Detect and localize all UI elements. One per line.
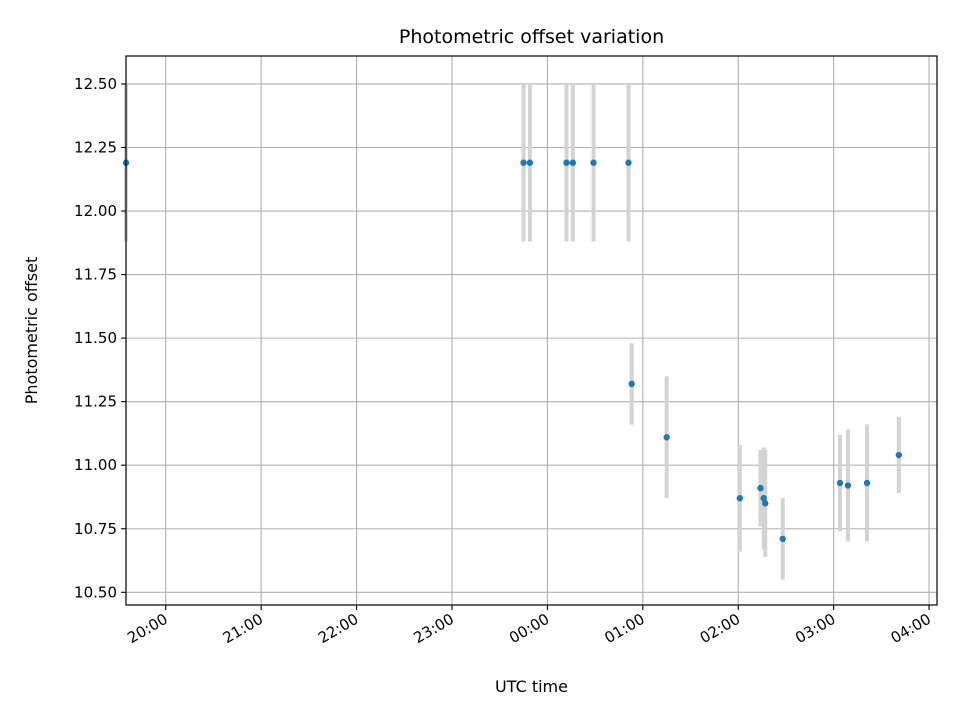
y-tick-label: 12.25 (74, 139, 117, 157)
point-layer (122, 159, 903, 543)
data-point (569, 159, 577, 166)
y-tick-label: 10.75 (74, 520, 117, 538)
y-tick-label: 11.50 (74, 329, 117, 347)
data-point (628, 380, 635, 388)
data-point (625, 159, 632, 166)
data-point (895, 451, 903, 459)
data-point (590, 159, 597, 166)
x-axis-label: UTC time (495, 677, 568, 696)
data-point (863, 479, 871, 487)
y-tick-label: 11.00 (74, 456, 117, 474)
data-point (760, 495, 767, 502)
data-point (779, 535, 786, 543)
data-point (836, 479, 844, 487)
data-point (736, 495, 744, 502)
data-point (563, 159, 570, 166)
y-tick-label: 11.75 (74, 266, 117, 284)
y-tick-label: 12.00 (74, 202, 117, 220)
data-point (757, 484, 764, 492)
y-tick-label: 11.25 (74, 393, 117, 411)
y-axis-label: Photometric offset (22, 257, 41, 405)
y-tick-label: 10.50 (74, 583, 117, 601)
plot-frame (125, 55, 938, 606)
data-point (762, 500, 769, 507)
chart-title: Photometric offset variation (399, 26, 664, 48)
y-tick-label: 12.50 (74, 75, 117, 93)
data-point (526, 159, 534, 166)
data-point (520, 159, 527, 166)
data-point (844, 482, 852, 489)
data-point (663, 434, 670, 441)
